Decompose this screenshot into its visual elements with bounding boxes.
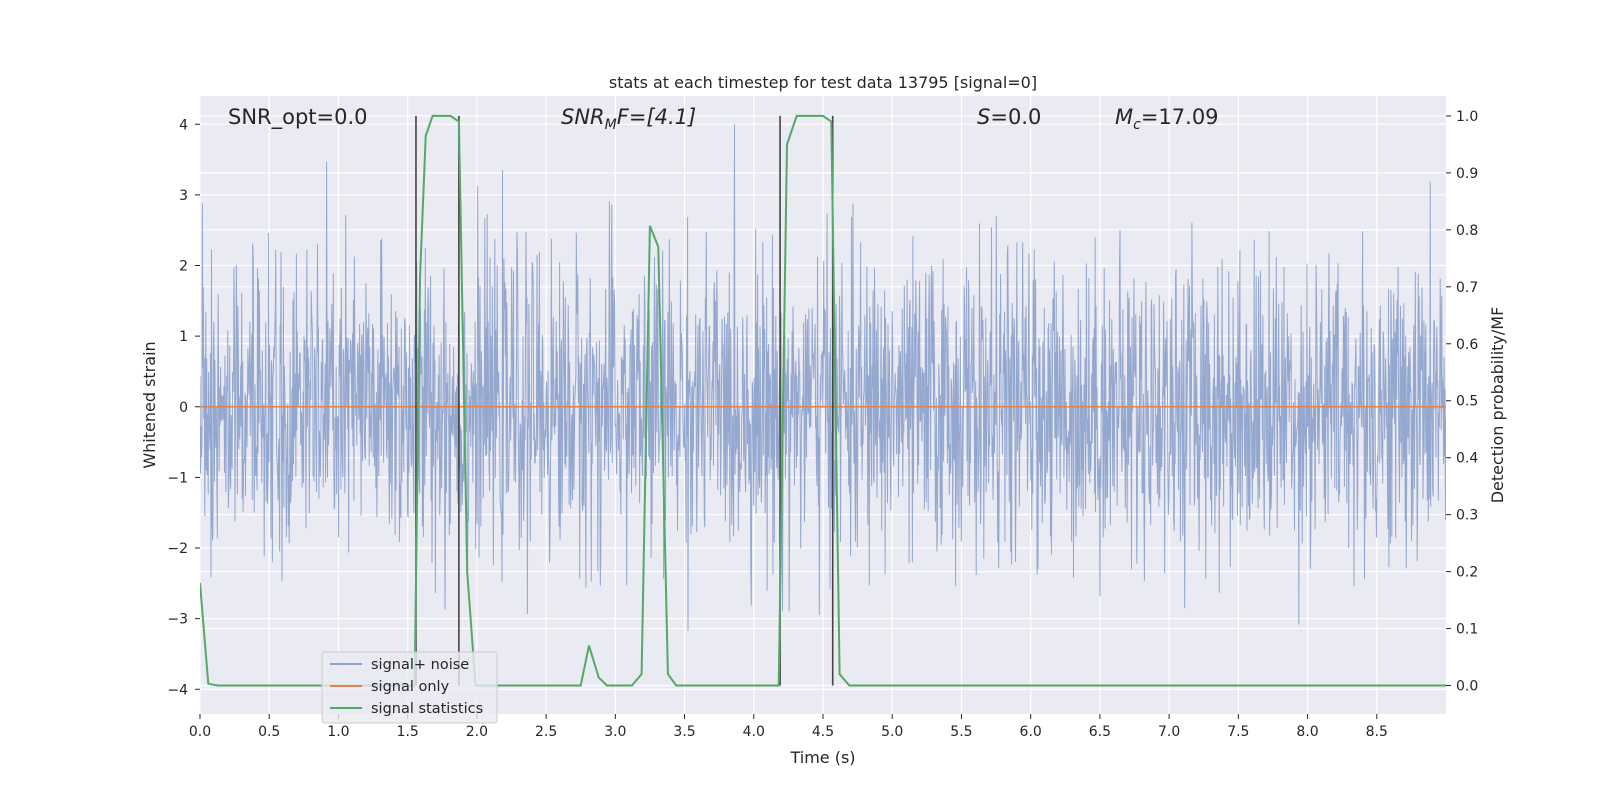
legend-label-noise: signal+ noise	[371, 657, 469, 673]
x-tick-label: 3.5	[673, 724, 695, 740]
legend: signal+ noise signal only signal statist…	[321, 651, 498, 724]
y-right-tick-label: 0.7	[1456, 280, 1478, 296]
x-tick-label: 2.0	[466, 724, 488, 740]
x-tick-label: 6.0	[1020, 724, 1042, 740]
x-axis-ticks: 0.0 0.5 1.0 1.5 2.0 2.5 3.0 3.5 4.0 4.5 5.0 5.5 6.0 6…	[189, 714, 1388, 740]
annotation-snr-mf: SNRMF=[4.1]	[561, 105, 696, 133]
y-right-tick-label: 0.2	[1456, 565, 1478, 581]
annotation-snr-opt: SNR_opt=0.0	[228, 105, 368, 130]
y-left-tick-label: −1	[167, 470, 188, 486]
x-axis-label: Time (s)	[789, 748, 855, 767]
x-tick-label: 3.0	[604, 724, 626, 740]
annotation-snr-mf-sub: M	[605, 117, 617, 133]
y-right-tick-label: 0.0	[1456, 679, 1478, 695]
legend-label-signal-only: signal only	[371, 679, 450, 695]
annotation-s-tail: =0.0	[990, 105, 1041, 129]
y-right-axis-label: Detection probability/MF	[1488, 307, 1507, 504]
annotation-mc-tail: =17.09	[1141, 105, 1219, 129]
annotation-s: S=0.0	[977, 105, 1041, 129]
x-tick-label: 8.0	[1296, 724, 1318, 740]
y-left-tick-label: 4	[179, 117, 188, 133]
y-left-tick-label: −2	[167, 541, 188, 557]
y-right-tick-label: 0.4	[1456, 451, 1478, 467]
signal-noise-series	[200, 124, 1446, 631]
x-tick-label: 6.5	[1089, 724, 1111, 740]
x-tick-label: 2.5	[535, 724, 557, 740]
y-right-tick-label: 0.5	[1456, 394, 1478, 410]
x-tick-label: 0.0	[189, 724, 211, 740]
x-tick-label: 1.5	[397, 724, 419, 740]
noise-trace	[200, 124, 1446, 631]
x-tick-label: 4.0	[743, 724, 765, 740]
chart-title: stats at each timestep for test data 137…	[609, 73, 1037, 92]
x-tick-label: 7.0	[1158, 724, 1180, 740]
y-left-tick-label: 1	[179, 329, 188, 345]
annotation-s-base: S	[977, 105, 990, 129]
annotation-snr-mf-tail: F=[4.1]	[617, 105, 696, 129]
y-right-tick-label: 1.0	[1456, 109, 1478, 125]
y-left-tick-label: 2	[179, 259, 188, 275]
annotation-snr-mf-base: SNR	[561, 105, 605, 129]
y-left-axis-ticks: −4 −3 −2 −1 0 1 2 3 4	[167, 117, 200, 698]
y-left-tick-label: 3	[179, 188, 188, 204]
y-left-tick-label: −3	[167, 612, 188, 628]
y-right-tick-label: 0.3	[1456, 508, 1478, 524]
annotation-mc: Mc=17.09	[1115, 105, 1219, 133]
x-tick-label: 8.5	[1366, 724, 1388, 740]
y-right-tick-label: 0.1	[1456, 622, 1478, 638]
y-right-tick-label: 0.9	[1456, 166, 1478, 182]
y-right-tick-label: 0.8	[1456, 223, 1478, 239]
y-left-tick-label: 0	[179, 400, 188, 416]
x-tick-label: 5.0	[881, 724, 903, 740]
legend-label-statistics: signal statistics	[371, 701, 483, 717]
annotation-mc-base: M	[1115, 105, 1133, 129]
x-tick-label: 7.5	[1227, 724, 1249, 740]
y-right-tick-label: 0.6	[1456, 337, 1478, 353]
y-left-tick-label: −4	[167, 682, 188, 698]
x-tick-label: 5.5	[950, 724, 972, 740]
legend-box	[321, 651, 498, 724]
signal-statistics-series	[200, 114, 1446, 687]
x-tick-label: 4.5	[812, 724, 834, 740]
annotation-mc-sub: c	[1133, 117, 1141, 133]
x-tick-label: 0.5	[258, 724, 280, 740]
x-tick-label: 1.0	[327, 724, 349, 740]
y-right-axis-ticks: 0.0 0.1 0.2 0.3 0.4 0.5 0.6 0.7 0.8 0.9 1.0	[1446, 109, 1478, 695]
y-left-axis-label: Whitened strain	[140, 341, 159, 468]
